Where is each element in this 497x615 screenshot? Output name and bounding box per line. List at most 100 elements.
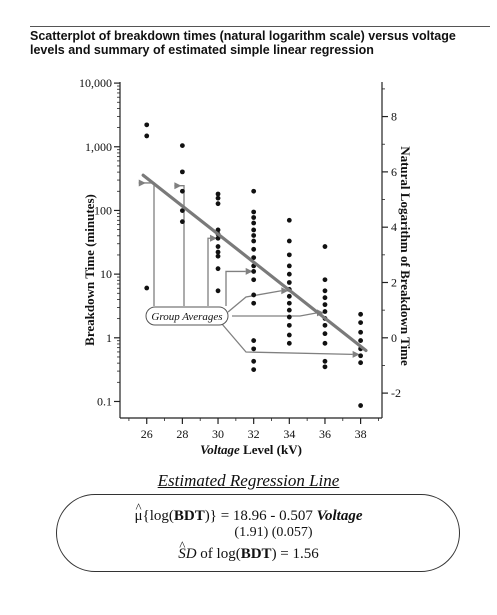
sd-mid: of log( — [196, 546, 241, 562]
data-point — [215, 249, 221, 255]
group-averages-label: Group Averages — [151, 311, 222, 323]
data-point — [322, 244, 328, 249]
x-tick-label: 30 — [212, 427, 224, 441]
data-point — [286, 293, 292, 299]
data-point — [251, 367, 257, 373]
leader-28-arrowhead — [174, 182, 182, 190]
x-tick-label: 32 — [248, 427, 260, 441]
regression-line-layer — [141, 173, 368, 353]
data-point — [358, 338, 364, 343]
leader-32-arrowhead — [245, 267, 253, 275]
x-tick-label: 36 — [319, 427, 331, 441]
data-point — [251, 338, 257, 343]
data-point — [179, 208, 185, 213]
data-point — [286, 300, 292, 306]
eq-mid: )} = 18.96 - 0.507 — [204, 508, 317, 524]
data-point — [179, 169, 185, 175]
leader-32 — [225, 270, 246, 306]
data-point — [179, 188, 185, 194]
right-tick-label: 8 — [391, 110, 397, 124]
group-averages-label-box — [145, 306, 229, 326]
leader-38-arrowhead — [352, 350, 360, 358]
data-point — [286, 252, 292, 258]
data-point — [358, 320, 364, 325]
data-point — [251, 300, 257, 306]
leader-34 — [227, 290, 282, 313]
data-point — [251, 269, 257, 274]
data-point — [215, 253, 221, 259]
left-tick-label: 1 — [106, 331, 112, 345]
data-point — [215, 266, 221, 272]
data-point — [251, 238, 257, 244]
x-axis-title-rest: Level (kV) — [240, 442, 302, 457]
x-tick-label: 34 — [283, 427, 295, 441]
leader-34-arrowhead — [281, 287, 289, 295]
data-point — [322, 277, 328, 283]
x-axis-title: Voltage Level (kV) — [200, 442, 302, 457]
data-point — [251, 292, 257, 298]
left-tick-label: 0.1 — [97, 394, 112, 408]
data-point — [251, 277, 257, 283]
x-tick-label: 38 — [355, 427, 367, 441]
right-tick-label: -2 — [391, 386, 401, 400]
leader-38 — [221, 323, 353, 356]
data-point — [144, 133, 150, 139]
group-averages-annotation: Group Averages — [138, 179, 360, 358]
figure-title: Scatterplot of breakdown times (natural … — [30, 29, 456, 57]
leader-36 — [232, 312, 318, 317]
right-tick-label: 0 — [391, 331, 397, 345]
title-rule — [30, 26, 490, 27]
data-point — [358, 329, 364, 335]
mu-hat: μ — [134, 499, 142, 525]
data-point — [251, 358, 257, 364]
left-tick-label: 10 — [100, 267, 112, 281]
data-point — [358, 360, 364, 366]
data-point — [215, 288, 221, 294]
data-point — [286, 263, 292, 269]
data-point — [286, 340, 292, 346]
data-point — [286, 332, 292, 338]
data-points — [144, 122, 364, 408]
data-point — [251, 220, 257, 226]
x-tick-label: 28 — [176, 427, 188, 441]
data-point — [286, 322, 292, 328]
data-point — [251, 246, 257, 252]
eq-voltage: Voltage — [316, 508, 363, 524]
standard-errors: (1.91) (0.057) — [234, 525, 313, 540]
data-point — [322, 302, 328, 308]
regression-heading: Estimated Regression Line — [157, 471, 340, 490]
data-point — [286, 280, 292, 285]
sd-bdt: BDT — [240, 546, 272, 562]
eq-bdt: BDT — [173, 508, 205, 524]
data-point — [286, 307, 292, 313]
data-point — [322, 364, 328, 370]
data-point — [322, 309, 328, 314]
left-tick-label: 10,000 — [79, 76, 112, 90]
data-point — [215, 195, 221, 201]
data-point — [251, 227, 257, 233]
data-point — [215, 244, 221, 249]
data-point — [215, 191, 221, 197]
data-point — [358, 403, 364, 408]
right-tick-label: 4 — [391, 220, 397, 234]
left-tick-label: 1,000 — [85, 140, 112, 154]
chart-axes: 0.1 1 10 100 1,000 10,000 -2 0 2 4 6 8 26 28 30 32 34 36 3… — [79, 76, 413, 457]
data-point — [251, 233, 257, 238]
regression-summary-box — [56, 494, 460, 572]
data-point — [251, 346, 257, 352]
x-axis-title-italic: Voltage — [200, 442, 240, 457]
data-point — [286, 314, 292, 320]
data-point — [286, 217, 292, 223]
data-point — [251, 188, 257, 194]
data-point — [144, 285, 150, 291]
data-point — [286, 238, 292, 244]
data-point — [322, 358, 328, 364]
data-point — [179, 143, 185, 149]
data-point — [286, 271, 292, 277]
data-point — [358, 353, 364, 359]
data-point — [358, 311, 364, 317]
leader-26-arrowhead — [138, 179, 146, 187]
sd-hat: SD — [178, 537, 196, 563]
regression-equation: μ{log(BDT)} = 18.96 - 0.507 Voltage — [0, 499, 497, 525]
data-point — [322, 288, 328, 294]
